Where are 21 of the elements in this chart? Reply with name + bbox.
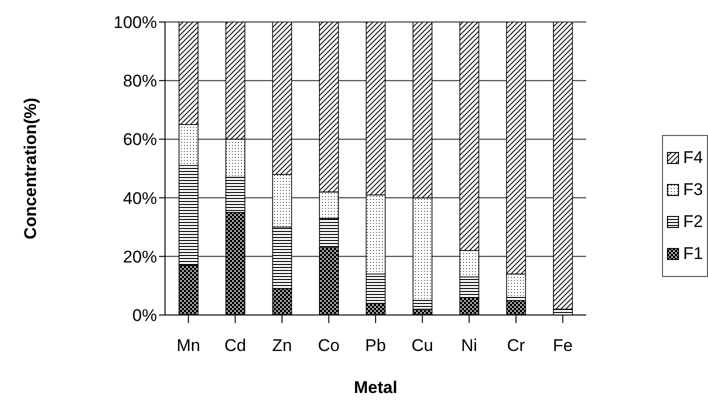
legend-label: F3 xyxy=(683,180,703,200)
x-tick-label: Cu xyxy=(412,336,434,356)
x-tick-label: Co xyxy=(318,336,340,356)
y-axis-title: Concentration(%) xyxy=(21,98,40,240)
x-tick-label: Fe xyxy=(552,336,573,356)
y-tick-label: 80% xyxy=(122,72,157,91)
x-tick-label: Pb xyxy=(365,336,386,356)
y-tick-label: 40% xyxy=(122,188,157,208)
x-tick-label: Mn xyxy=(176,336,200,356)
x-tick-label: Cr xyxy=(506,336,526,356)
y-tick-label: 20% xyxy=(122,247,157,266)
x-tick-label: Cd xyxy=(224,336,246,356)
legend-label: F1 xyxy=(683,244,703,264)
legend-label: F2 xyxy=(683,212,703,232)
x-tick-label: Zn xyxy=(272,336,292,356)
legend-label: F4 xyxy=(683,148,703,168)
y-tick-label: 100% xyxy=(114,13,157,32)
x-axis-title: Metal xyxy=(354,378,398,397)
x-tick-label: Ni xyxy=(461,336,478,356)
y-tick-label: 60% xyxy=(122,130,157,150)
y-tick-label: 0% xyxy=(132,306,157,326)
